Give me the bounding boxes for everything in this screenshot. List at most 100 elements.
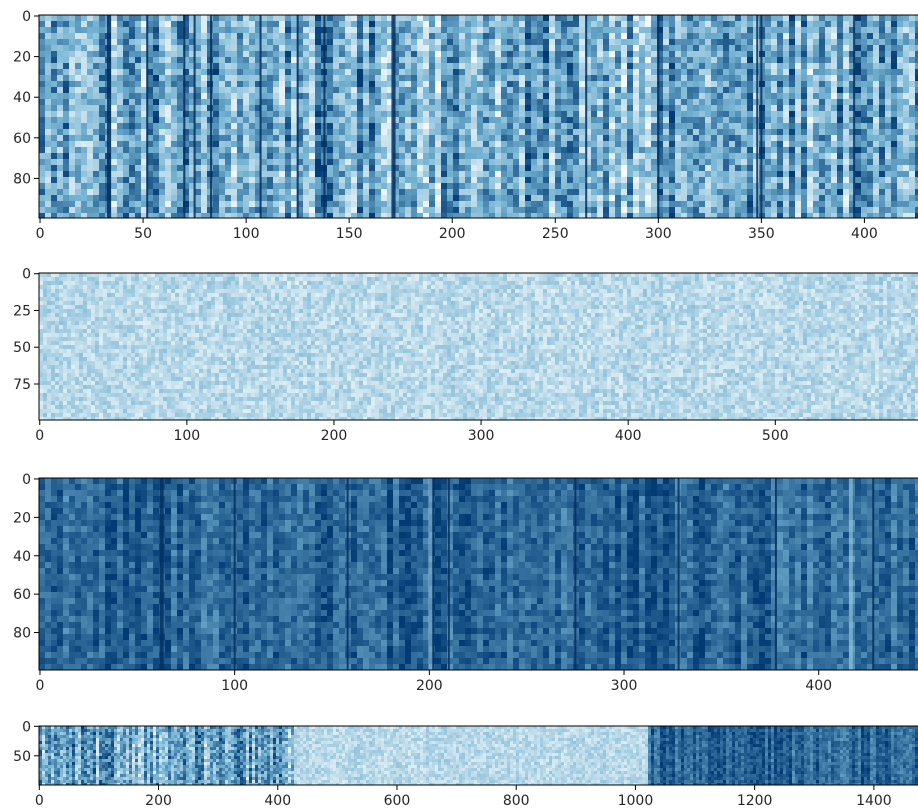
heatmap-cell xyxy=(525,81,531,87)
heatmap-cell xyxy=(231,21,237,27)
heatmap-cell xyxy=(903,171,909,177)
heatmap-cell xyxy=(147,207,153,213)
heatmap-cell xyxy=(867,99,873,105)
heatmap-cell xyxy=(855,123,861,129)
heatmap-cell xyxy=(825,51,831,57)
heatmap-cell xyxy=(57,159,63,165)
heatmap-cell xyxy=(831,159,837,165)
heatmap-cell xyxy=(507,141,513,147)
heatmap-cell xyxy=(435,129,441,135)
heatmap-cell xyxy=(663,105,669,111)
heatmap-cell xyxy=(567,213,573,218)
heatmap-cell xyxy=(729,195,735,201)
heatmap-cell xyxy=(669,213,675,218)
heatmap-cell xyxy=(693,213,699,218)
heatmap-cell xyxy=(885,75,891,81)
heatmap-cell xyxy=(873,189,879,195)
heatmap-cell xyxy=(855,129,861,135)
heatmap-cell xyxy=(591,153,597,159)
heatmap-cell xyxy=(267,171,273,177)
heatmap-cell xyxy=(99,45,105,51)
heatmap-cell xyxy=(651,123,657,129)
heatmap-cell xyxy=(711,141,717,147)
heatmap-cell xyxy=(195,27,201,33)
heatmap-cell xyxy=(57,195,63,201)
heatmap-cell xyxy=(909,45,915,51)
heatmap-cell xyxy=(315,27,321,33)
heatmap-cell xyxy=(213,159,219,165)
heatmap-cell xyxy=(387,147,393,153)
heatmap-cell xyxy=(135,171,141,177)
heatmap-cell xyxy=(69,93,75,99)
heatmap-cell xyxy=(861,63,867,69)
heatmap-cell xyxy=(585,117,591,123)
heatmap-cell xyxy=(303,159,309,165)
heatmap-cell xyxy=(459,195,465,201)
heatmap-cell xyxy=(393,183,399,189)
heatmap-cell xyxy=(513,171,519,177)
heatmap-cell xyxy=(885,33,891,39)
heatmap-cell xyxy=(81,81,87,87)
heatmap-cell xyxy=(147,81,153,87)
heatmap-cell xyxy=(303,147,309,153)
heatmap-cell xyxy=(777,57,783,63)
heatmap-cell xyxy=(903,129,909,135)
heatmap-cell xyxy=(117,165,123,171)
heatmap-cell xyxy=(57,105,63,111)
heatmap-cell xyxy=(675,135,681,141)
heatmap-cell xyxy=(75,147,81,153)
heatmap-cell xyxy=(417,177,423,183)
heatmap-cell xyxy=(135,129,141,135)
heatmap-cell xyxy=(111,129,117,135)
heatmap-cell xyxy=(849,171,855,177)
heatmap-cell xyxy=(861,27,867,33)
heatmap-cell xyxy=(915,63,918,69)
heatmap-cell xyxy=(153,207,159,213)
heatmap-cell xyxy=(789,195,795,201)
heatmap-cell xyxy=(609,27,615,33)
heatmap-cell xyxy=(789,141,795,147)
heatmap-cell xyxy=(231,123,237,129)
heatmap-cell xyxy=(891,75,897,81)
heatmap-cell xyxy=(285,81,291,87)
heatmap-cell xyxy=(147,195,153,201)
heatmap-cell xyxy=(789,135,795,141)
heatmap-cell xyxy=(555,57,561,63)
heatmap-cell xyxy=(507,135,513,141)
heatmap-cell xyxy=(837,51,843,57)
heatmap-cell xyxy=(495,75,501,81)
heatmap-cell xyxy=(339,45,345,51)
heatmap-cell xyxy=(459,147,465,153)
heatmap-cell xyxy=(111,93,117,99)
heatmap-cell xyxy=(705,39,711,45)
heatmap-cell xyxy=(381,201,387,207)
heatmap-cell xyxy=(273,183,279,189)
heatmap-cell xyxy=(657,165,663,171)
heatmap-cell xyxy=(147,51,153,57)
heatmap-cell xyxy=(819,165,825,171)
heatmap-cell xyxy=(327,159,333,165)
heatmap-cell xyxy=(411,39,417,45)
heatmap-cell xyxy=(411,51,417,57)
heatmap-cell xyxy=(855,21,861,27)
heatmap-cell xyxy=(363,99,369,105)
heatmap-cell xyxy=(747,57,753,63)
heatmap-cell xyxy=(855,75,861,81)
heatmap-cell xyxy=(549,69,555,75)
heatmap-cell xyxy=(357,33,363,39)
heatmap-cell xyxy=(363,117,369,123)
heatmap-cell xyxy=(333,195,339,201)
heatmap-cell xyxy=(717,135,723,141)
heatmap-cell xyxy=(117,159,123,165)
heatmap-cell xyxy=(525,51,531,57)
heatmap-cell xyxy=(153,129,159,135)
heatmap-cell xyxy=(855,87,861,93)
heatmap-cell xyxy=(129,15,135,21)
heatmap-cell xyxy=(495,123,501,129)
heatmap-cell xyxy=(633,99,639,105)
heatmap-cell xyxy=(795,81,801,87)
heatmap-cell xyxy=(231,129,237,135)
heatmap-cell xyxy=(573,63,579,69)
heatmap-cell xyxy=(633,117,639,123)
heatmap-cell xyxy=(879,33,885,39)
